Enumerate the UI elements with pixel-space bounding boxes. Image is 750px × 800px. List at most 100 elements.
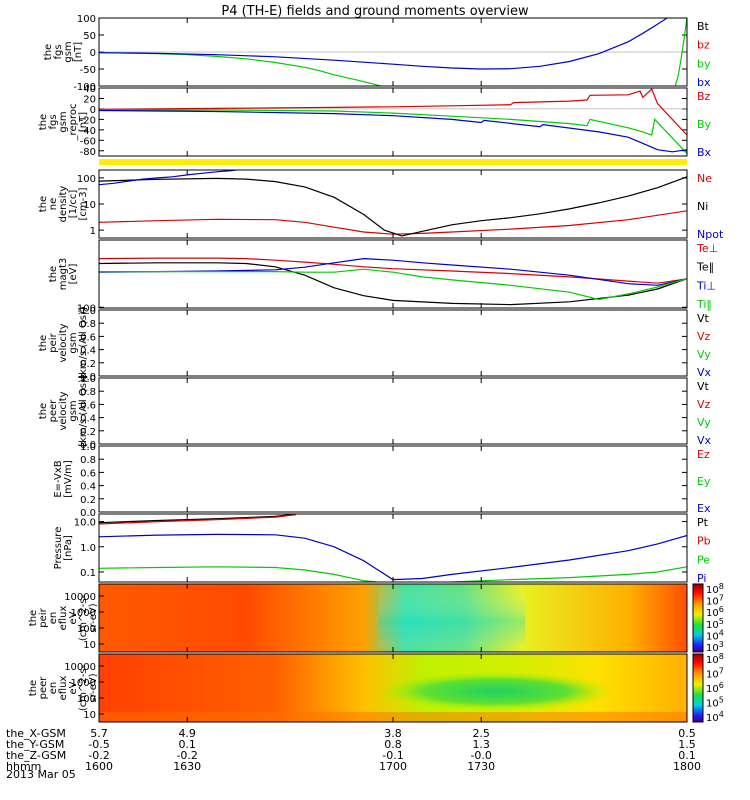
series-bx	[99, 18, 669, 70]
x-row-value: 1730	[467, 760, 495, 773]
x-row-value: 1600	[85, 760, 113, 773]
legend-Ne: Ne	[697, 172, 712, 185]
legend-Pe: Pe	[697, 553, 710, 566]
date-stamp: 2013 Mar 05	[6, 768, 76, 781]
y-tick-label: 0	[90, 48, 96, 59]
y-axis-label: thepeervelocitygsm[km/s (All Qs)]	[38, 375, 89, 447]
y-tick-label: 1000	[71, 678, 96, 689]
y-tick-label: -100	[73, 82, 96, 93]
panel-frame	[98, 87, 688, 157]
y-axis-label: Pressure[nPa]	[53, 527, 74, 570]
ion-spectrogram-core	[378, 584, 526, 652]
y-tick-label: 1.0	[80, 442, 96, 453]
colorbar-label: 107	[706, 667, 724, 681]
series-Pt	[99, 514, 297, 524]
panel-frame	[98, 169, 688, 239]
y-tick-label: 0.4	[80, 482, 96, 493]
legend-Pb: Pb	[697, 535, 711, 548]
y-tick-label: 0.8	[80, 319, 96, 330]
legend-Vx: Vx	[697, 366, 712, 379]
series-Npot	[99, 170, 241, 186]
y-tick-label: -60	[80, 136, 96, 147]
y-tick-label: 0.4	[80, 414, 96, 425]
y-tick-label: 100	[77, 694, 96, 705]
panel-frame	[98, 377, 688, 445]
y-tick-label: 0.6	[80, 332, 96, 343]
legend-By: By	[697, 118, 712, 131]
x-row-value: 0.5	[678, 727, 696, 740]
y-axis-label: thepeirvelocitygsm[km/s (All Qs)]	[38, 307, 89, 379]
y-axis-label: thenedensity[1/cc][cm-3]	[38, 186, 89, 223]
y-tick-label: 10000	[64, 662, 96, 673]
x-row-label: hhmm	[6, 760, 41, 773]
legend-bx: bx	[697, 76, 711, 89]
legend-Ey: Ey	[697, 475, 711, 488]
legend-Te‖: Te‖	[696, 261, 714, 274]
y-axis-label: thefgsgsm[nT]	[43, 41, 84, 62]
y-tick-label: 1.0	[80, 306, 96, 317]
y-tick-label: 0.8	[80, 387, 96, 398]
colorbar-label: 106	[706, 681, 724, 695]
y-tick-label: 10	[83, 710, 96, 721]
legend-Pt: Pt	[697, 516, 709, 529]
legend-Vt: Vt	[697, 312, 710, 325]
legend-Vz: Vz	[697, 398, 711, 411]
panel-frame	[98, 309, 688, 377]
x-row-label: the_Y-GSM	[6, 738, 64, 751]
colorbar-label: 104	[706, 710, 724, 724]
y-tick-label: -20	[80, 115, 96, 126]
x-row-value: 0.1	[178, 738, 196, 751]
y-tick-label: 50	[83, 31, 96, 42]
x-row-value: 5.7	[90, 727, 108, 740]
legend-bz: bz	[697, 39, 710, 52]
title-area: P4 (TH-E) fields and ground moments over…	[0, 0, 750, 19]
y-tick-label: 0.6	[80, 400, 96, 411]
series-Bx	[99, 109, 687, 153]
y-tick-label: 10	[83, 200, 96, 211]
legend-Ni: Ni	[697, 200, 708, 213]
y-tick-label: 10000	[64, 592, 96, 603]
x-row-value: 1630	[173, 760, 201, 773]
series-Ni	[99, 176, 687, 237]
legend-Bt: Bt	[697, 20, 710, 33]
panel-frame	[98, 239, 688, 309]
y-tick-label: 0.0	[80, 508, 96, 519]
x-row-value: 1800	[673, 760, 701, 773]
series-Te⊥	[99, 257, 687, 284]
y-tick-label: 10.0	[74, 518, 96, 529]
y-tick-label: 100	[77, 624, 96, 635]
page-title: P4 (TH-E) fields and ground moments over…	[221, 4, 529, 19]
x-row-value: 3.8	[384, 727, 402, 740]
legend-Vz: Vz	[697, 330, 711, 343]
legend-Vy: Vy	[697, 416, 711, 429]
series-Bz	[99, 88, 687, 136]
y-axis-label: thepeerenefluxeV(cm^2-s-sr-eV)	[28, 664, 99, 711]
colorbar	[692, 653, 704, 723]
y-tick-label: 1000	[71, 608, 96, 619]
y-tick-label: 0.2	[80, 359, 96, 370]
series-Pi	[99, 533, 687, 581]
series-Pb	[99, 514, 297, 525]
y-tick-label: 1.0	[80, 374, 96, 385]
y-tick-label: 20	[83, 94, 96, 105]
y-tick-label: 0	[90, 105, 96, 116]
legend-Pi: Pi	[697, 572, 706, 585]
x-row-value: 1.5	[678, 738, 696, 751]
y-axis-label: thefgsgsm_reproc[nT]	[38, 104, 89, 142]
y-tick-label: -50	[80, 65, 96, 76]
x-row-value: 1.3	[472, 738, 490, 751]
y-tick-label: 100	[77, 174, 96, 185]
legend-Bz: Bz	[697, 90, 711, 103]
y-tick-label: 0.8	[80, 455, 96, 466]
x-row-value: 2.5	[472, 727, 490, 740]
panel-frame	[98, 445, 688, 513]
y-axis-label: E=-VxB[mV/m]	[53, 460, 74, 498]
flag-bar	[99, 159, 687, 165]
y-tick-label: 0.0	[80, 440, 96, 451]
legend-Te⊥: Te⊥	[696, 242, 718, 255]
y-tick-label: -80	[80, 147, 96, 158]
y-tick-label: 1	[90, 226, 96, 237]
legend-Vx: Vx	[697, 434, 712, 447]
x-row-value: 1700	[379, 760, 407, 773]
